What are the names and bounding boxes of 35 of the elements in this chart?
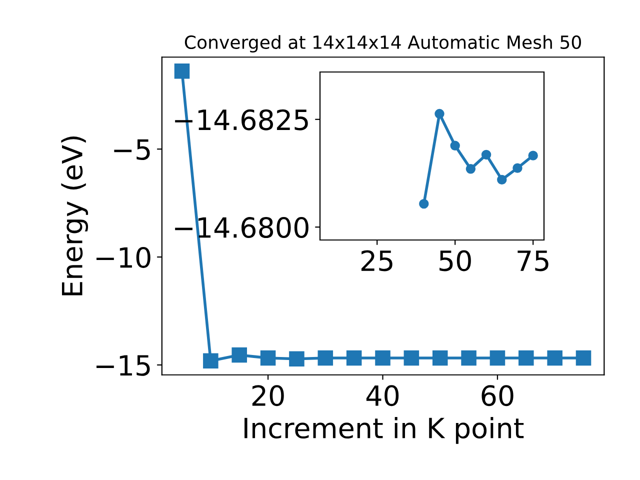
- point: [404, 350, 420, 366]
- point: [528, 150, 538, 160]
- point: [434, 108, 444, 119]
- chart-title: Converged at 14x14x14 Automatic Mesh 50: [184, 35, 581, 53]
- point: [466, 164, 476, 174]
- point: [547, 350, 562, 366]
- x-tick-label: 20: [252, 385, 284, 406]
- point: [232, 347, 247, 363]
- x-tick-label: 60: [482, 385, 514, 406]
- point: [289, 351, 304, 367]
- point: [174, 64, 190, 79]
- x-axis-title: Increment in K point: [244, 417, 524, 444]
- point: [375, 350, 390, 366]
- point: [518, 350, 534, 366]
- point: [346, 350, 362, 366]
- x-tick-label: 40: [366, 385, 399, 406]
- x-tick-label: 50: [440, 250, 471, 272]
- point: [481, 150, 492, 160]
- point: [203, 353, 218, 368]
- y-tick-label: −10: [96, 246, 150, 268]
- point: [490, 350, 506, 366]
- point: [512, 163, 522, 173]
- point: [576, 350, 592, 366]
- point: [432, 350, 448, 366]
- x-tick-label: 25: [361, 250, 392, 272]
- x-tick-label: 75: [518, 250, 548, 272]
- point: [450, 140, 460, 151]
- y-tick-label: −5: [114, 139, 150, 160]
- point: [318, 350, 334, 366]
- y-tick-label: −15: [96, 355, 150, 376]
- point: [260, 350, 276, 366]
- point: [419, 198, 429, 209]
- point: [497, 174, 507, 185]
- y-axis-title: Energy (eV): [61, 136, 88, 296]
- point: [461, 350, 476, 366]
